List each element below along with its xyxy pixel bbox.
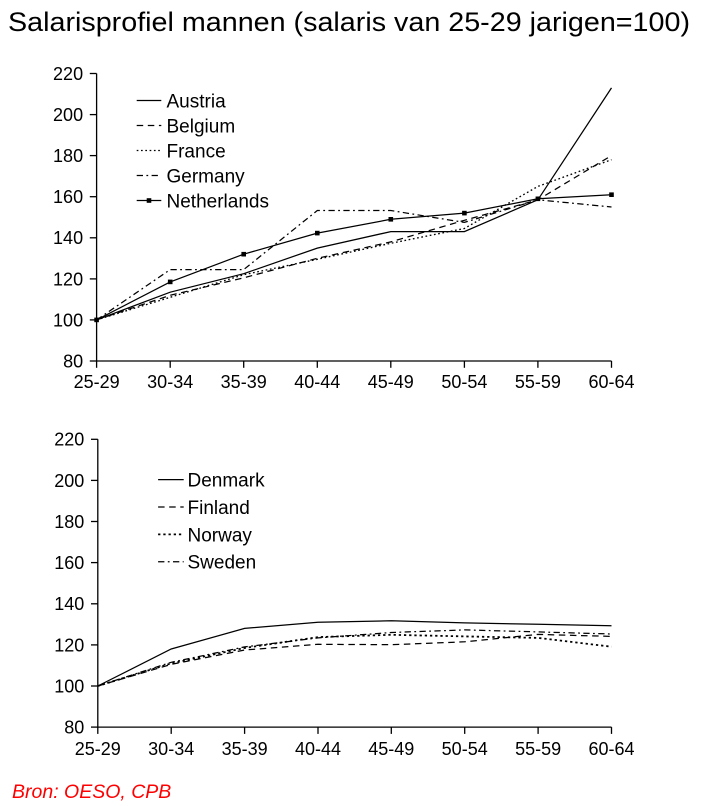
svg-text:80: 80 [64,718,84,738]
svg-text:40-44: 40-44 [294,372,340,392]
svg-text:120: 120 [54,635,84,655]
svg-text:25-29: 25-29 [74,372,120,392]
svg-text:140: 140 [53,228,83,248]
svg-text:50-54: 50-54 [442,739,488,759]
svg-text:220: 220 [54,430,84,450]
svg-text:30-34: 30-34 [148,739,194,759]
svg-text:Austria: Austria [167,91,227,112]
svg-text:200: 200 [54,471,84,491]
svg-text:50-54: 50-54 [441,372,487,392]
svg-text:Salarisprofiel mannen (salaris: Salarisprofiel mannen (salaris van 25-29… [8,7,690,37]
svg-text:45-49: 45-49 [368,739,414,759]
svg-text:80: 80 [63,351,83,371]
svg-text:220: 220 [53,64,83,84]
svg-text:140: 140 [54,594,84,614]
svg-text:180: 180 [53,146,83,166]
svg-text:180: 180 [54,512,84,532]
svg-text:40-44: 40-44 [295,739,341,759]
svg-text:160: 160 [54,553,84,573]
svg-text:100: 100 [54,676,84,696]
svg-text:Germany: Germany [167,166,246,187]
svg-text:160: 160 [53,187,83,207]
svg-text:35-39: 35-39 [221,372,267,392]
svg-text:55-59: 55-59 [515,739,561,759]
svg-text:Sweden: Sweden [188,553,257,574]
svg-text:120: 120 [53,269,83,289]
svg-text:France: France [167,141,226,162]
svg-text:200: 200 [53,105,83,125]
svg-text:25-29: 25-29 [75,739,121,759]
svg-text:55-59: 55-59 [515,372,561,392]
svg-text:60-64: 60-64 [588,372,634,392]
svg-text:Belgium: Belgium [167,116,236,137]
svg-text:60-64: 60-64 [588,739,634,759]
svg-text:Netherlands: Netherlands [167,191,269,212]
svg-text:30-34: 30-34 [147,372,193,392]
svg-text:Finland: Finland [188,498,250,519]
svg-text:45-49: 45-49 [368,372,414,392]
svg-text:Denmark: Denmark [188,471,266,492]
svg-text:35-39: 35-39 [222,739,268,759]
svg-text:100: 100 [53,310,83,330]
svg-text:Bron: OESO, CPB: Bron: OESO, CPB [12,781,171,803]
svg-text:Norway: Norway [188,525,253,546]
